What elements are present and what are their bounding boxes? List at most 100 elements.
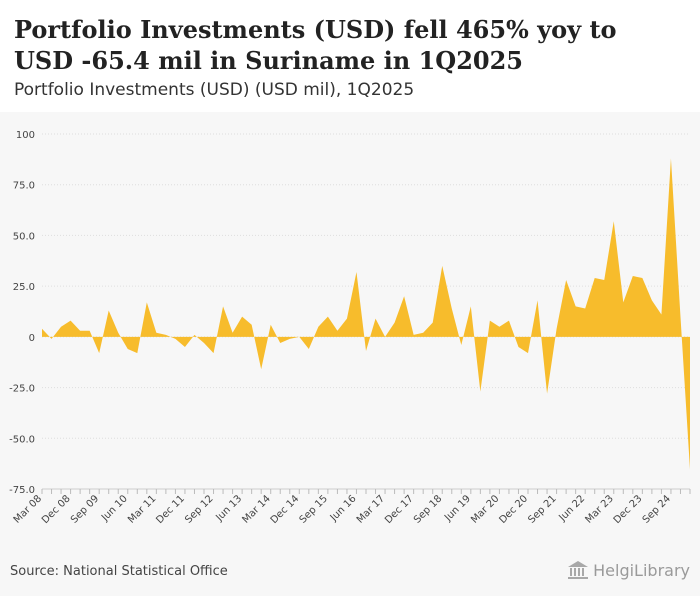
data-point — [508, 319, 510, 321]
chart-header: Portfolio Investments (USD) fell 465% yo… — [0, 0, 700, 112]
x-tick-label: Mar 14 — [240, 493, 272, 525]
x-tick-label: Sep 12 — [183, 493, 215, 525]
y-tick-label: -75.0 — [9, 485, 35, 496]
data-point — [50, 338, 52, 340]
data-point — [536, 299, 538, 301]
data-point — [451, 307, 453, 309]
y-tick-label: -25.0 — [9, 384, 35, 395]
data-point — [203, 342, 205, 344]
data-point — [260, 368, 262, 370]
y-tick-label: 25.0 — [13, 282, 35, 293]
data-point — [193, 334, 195, 336]
x-tick-label: Dec 14 — [269, 493, 302, 526]
source-note: Source: National Statistical Office — [10, 564, 228, 579]
data-point — [594, 277, 596, 279]
data-point — [679, 315, 681, 317]
brand-name: HelgiLibrary — [593, 560, 690, 580]
data-point — [441, 265, 443, 267]
data-point — [574, 305, 576, 307]
data-point — [270, 323, 272, 325]
data-point — [127, 348, 129, 350]
x-tick-label: Dec 11 — [154, 493, 187, 526]
x-tick-label: Jun 10 — [99, 493, 130, 524]
y-tick-label: 100 — [16, 130, 35, 141]
data-point — [546, 392, 548, 394]
data-point — [146, 301, 148, 303]
x-tick-label: Mar 11 — [126, 493, 158, 525]
data-point — [641, 277, 643, 279]
data-point — [527, 352, 529, 354]
data-point — [88, 330, 90, 332]
brand[interactable]: HelgiLibrary — [567, 560, 690, 580]
data-point — [108, 309, 110, 311]
data-point — [250, 323, 252, 325]
data-point — [393, 321, 395, 323]
x-tick-label: Dec 23 — [612, 493, 645, 526]
data-point — [374, 317, 376, 319]
x-tick-label: Jun 13 — [213, 493, 244, 524]
chart-subtitle: Portfolio Investments (USD) (USD mil), 1… — [14, 80, 415, 100]
data-point — [384, 336, 386, 338]
data-point — [98, 352, 100, 354]
data-point — [117, 332, 119, 334]
data-point — [241, 315, 243, 317]
x-tick-label: Sep 21 — [526, 493, 558, 525]
data-point — [470, 305, 472, 307]
x-tick-label: Mar 08 — [12, 493, 44, 525]
data-point — [565, 279, 567, 281]
data-point — [432, 321, 434, 323]
data-point — [308, 348, 310, 350]
data-point — [289, 338, 291, 340]
data-point — [222, 305, 224, 307]
x-tick-label: Sep 15 — [298, 493, 330, 525]
data-point — [412, 334, 414, 336]
x-tick-label: Sep 09 — [69, 493, 101, 525]
x-tick-label: Sep 24 — [641, 493, 673, 525]
x-tick-label: Mar 17 — [355, 493, 387, 525]
x-tick-label: Jun 19 — [442, 493, 473, 524]
x-tick-label: Dec 20 — [497, 493, 530, 526]
data-point — [355, 271, 357, 273]
data-point — [517, 346, 519, 348]
data-point — [479, 390, 481, 392]
data-point — [555, 328, 557, 330]
data-point — [365, 350, 367, 352]
data-point — [670, 157, 672, 159]
x-tick-label: Mar 23 — [584, 493, 616, 525]
y-tick-label: 0 — [29, 333, 35, 344]
data-point — [336, 330, 338, 332]
chart-footer: Source: National Statistical Office Helg… — [0, 556, 700, 596]
area-series-fill — [42, 158, 690, 470]
x-tick-label: Dec 17 — [383, 493, 416, 526]
data-point — [660, 313, 662, 315]
data-point — [174, 338, 176, 340]
x-tick-label: Mar 20 — [469, 493, 501, 525]
data-point — [69, 319, 71, 321]
x-tick-label: Jun 22 — [557, 493, 588, 524]
y-tick-label: 75.0 — [13, 181, 35, 192]
data-point — [184, 346, 186, 348]
data-point — [317, 326, 319, 328]
x-tick-label: Jun 16 — [328, 493, 359, 524]
data-point — [79, 330, 81, 332]
data-point — [460, 344, 462, 346]
library-building-icon — [567, 560, 589, 580]
data-point — [689, 468, 691, 470]
data-point — [403, 295, 405, 297]
data-point — [327, 315, 329, 317]
data-point — [346, 317, 348, 319]
y-tick-label: -50.0 — [9, 434, 35, 445]
data-point — [155, 332, 157, 334]
data-point — [613, 220, 615, 222]
data-point — [622, 301, 624, 303]
data-point — [298, 336, 300, 338]
chart-title: Portfolio Investments (USD) fell 465% yo… — [14, 15, 617, 75]
data-point — [489, 319, 491, 321]
data-point — [422, 332, 424, 334]
plot-area: 100 75.0 50.0 25.0 0 -25.0 -50.0 -75.0 Mar 08 Dec… — [0, 112, 700, 556]
data-point — [212, 352, 214, 354]
data-point — [603, 279, 605, 281]
data-point — [41, 328, 43, 330]
